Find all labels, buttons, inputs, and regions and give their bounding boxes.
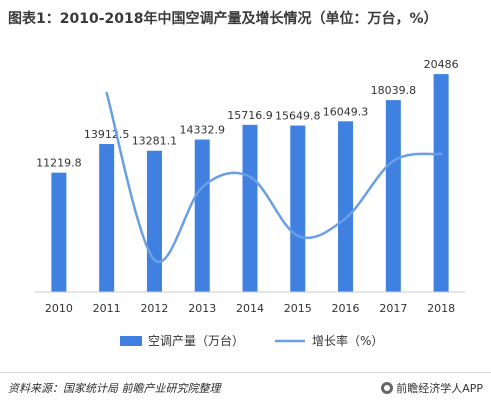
legend: 空调产量（万台） 增长率（%）: [120, 333, 383, 348]
bar-label-2011: 13912.5: [84, 128, 130, 141]
growth-line: [105, 91, 443, 264]
legend-label-bar: 空调产量（万台）: [148, 333, 244, 348]
bar-2014: [242, 124, 258, 292]
brand-label: 前瞻经济学人APP: [381, 380, 483, 396]
brand-text: 前瞻经济学人APP: [396, 382, 483, 395]
bar-label-2018: 20486: [424, 58, 459, 71]
x-axis-tick-labels: 2010 2011 2012 2013 2014 2015 2016 2017 2018: [45, 302, 455, 315]
bar-2010: [51, 172, 67, 292]
bar-label-2014: 15716.9: [227, 109, 273, 122]
legend-label-line: 增长率（%）: [312, 333, 383, 348]
bar-2018: [433, 74, 449, 292]
bar-label-2015: 15649.8: [275, 110, 321, 123]
legend-swatch-bar: [120, 336, 142, 346]
x-tick-2010: 2010: [45, 302, 73, 315]
bar-2013: [194, 139, 210, 292]
x-tick-2013: 2013: [188, 302, 216, 315]
x-tick-2018: 2018: [427, 302, 455, 315]
x-tick-2012: 2012: [140, 302, 168, 315]
x-tick-2016: 2016: [332, 302, 360, 315]
x-tick-2014: 2014: [236, 302, 264, 315]
camera-icon: [381, 382, 394, 394]
bar-2015: [290, 125, 306, 293]
source-note: 资料来源：国家统计局 前瞻产业研究院整理: [8, 382, 221, 395]
bar-label-2012: 13281.1: [132, 135, 178, 148]
x-tick-2017: 2017: [379, 302, 407, 315]
bar-2012: [146, 150, 162, 292]
growth-line-series: [105, 91, 443, 264]
bar-2017: [385, 100, 401, 292]
bar-label-2016: 16049.3: [323, 105, 369, 118]
bar-2016: [338, 121, 354, 292]
chart-title: 图表1：2010-2018年中国空调产量及增长情况（单位：万台，%）: [8, 11, 438, 27]
bar-label-2017: 18039.8: [371, 84, 417, 97]
x-tick-2015: 2015: [284, 302, 312, 315]
x-tick-2011: 2011: [93, 302, 121, 315]
bar-label-2013: 14332.9: [179, 124, 225, 137]
bar-2011: [99, 144, 115, 292]
bar-label-2010: 11219.8: [36, 157, 82, 170]
footer-divider: [0, 372, 491, 373]
